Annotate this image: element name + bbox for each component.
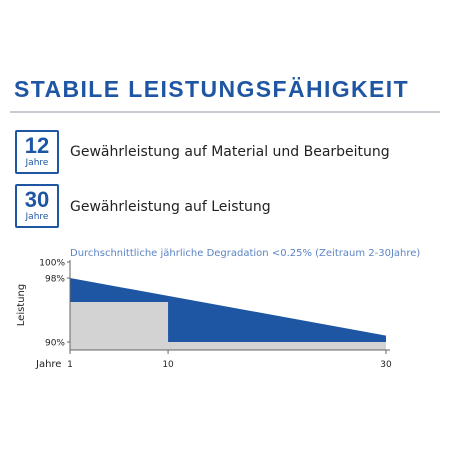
warranty-12-years-badge: 12 Jahre: [15, 130, 59, 174]
x-axis-label: Jahre: [35, 359, 61, 370]
y-tick-label: 98%: [45, 275, 65, 285]
y-tick-label: 100%: [39, 259, 65, 269]
x-tick-label: 1: [67, 360, 73, 370]
feature-text-performance: Gewährleistung auf Leistung: [70, 199, 271, 215]
guaranteed-step-area: [70, 302, 386, 350]
badge-number: 30: [24, 187, 50, 212]
title-divider: [10, 111, 440, 113]
x-tick-label: 10: [162, 360, 174, 370]
y-tick-label: 90%: [45, 339, 65, 349]
y-axis-label: Leistung: [16, 284, 27, 326]
feature-text-material: Gewährleistung auf Material und Bearbeit…: [70, 144, 390, 160]
chart-annotation: Durchschnittliche jährliche Degradation …: [70, 248, 420, 259]
warranty-30-years-badge: 30 Jahre: [15, 184, 59, 228]
badge-unit: Jahre: [25, 212, 49, 222]
x-tick-label: 30: [380, 360, 392, 370]
page-title: STABILE LEISTUNGSFÄHIGKEIT: [14, 76, 410, 102]
badge-number: 12: [24, 133, 50, 158]
badge-unit: Jahre: [25, 158, 49, 168]
